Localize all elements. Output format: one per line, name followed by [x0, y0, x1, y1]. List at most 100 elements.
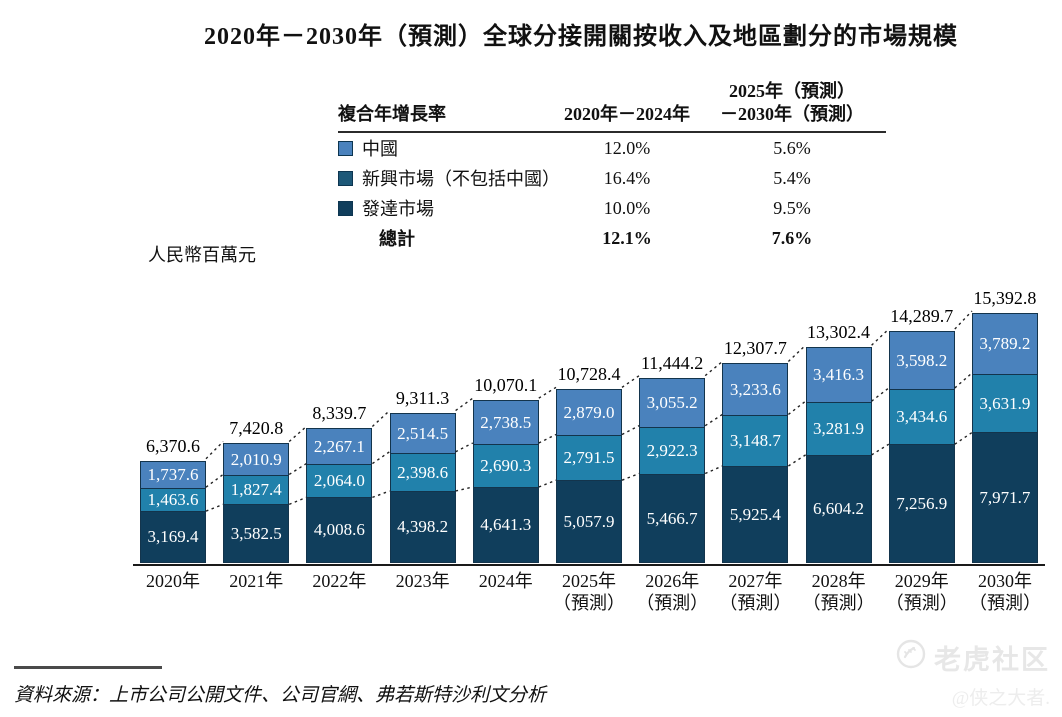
- x-axis-label-2027年（預測）: 2027年 （預測）: [719, 571, 792, 613]
- bar-2027年（預測）[interactable]: 12,307.7 3,233.6 3,148.7 5,925.4: [722, 338, 789, 563]
- bar-segment-發達市場[interactable]: 4,398.2: [389, 491, 456, 563]
- bar-segment-中國[interactable]: 3,789.2: [971, 313, 1038, 375]
- cagr-header-2020-2024: 2020年－2024年: [564, 104, 690, 124]
- legend-label: 發達市場: [362, 199, 434, 219]
- bar-segment-中國[interactable]: 2,738.5: [472, 400, 539, 445]
- bar-segment-value: 3,169.4: [147, 527, 199, 546]
- x-axis-label-2029年（預測）: 2029年 （預測）: [885, 571, 958, 613]
- bar-segment-value: 3,055.2: [646, 393, 698, 412]
- cagr-header-2025-2030: 2025年（預測） －2030年（預測）: [698, 80, 886, 126]
- cagr-total-label: 總計: [379, 229, 415, 249]
- legend-label: 新興市場（不包括中國）: [362, 169, 560, 189]
- bar-2030年（預測）[interactable]: 15,392.8 3,789.2 3,631.9 7,971.7: [971, 288, 1038, 563]
- bar-segment-value: 2,267.1: [313, 436, 365, 456]
- bar-segment-value: 3,789.2: [979, 334, 1031, 353]
- bar-segment-value: 6,604.2: [813, 499, 864, 518]
- bar-segment-新興市場（不包括中國）[interactable]: 3,434.6: [888, 389, 955, 445]
- bar-total-label: 14,289.7: [890, 306, 954, 326]
- cagr-total-row: 總計 12.1% 7.6%: [338, 223, 886, 253]
- cagr-value-2025-2030: 5.4%: [773, 167, 811, 188]
- bar-segment-新興市場（不包括中國）[interactable]: 3,148.7: [722, 415, 789, 467]
- bar-segment-value: 5,925.4: [729, 504, 781, 524]
- x-axis-label-2021年: 2021年: [229, 571, 284, 591]
- cagr-row-0: 中國 12.0% 5.6%: [338, 133, 886, 163]
- bar-segment-中國[interactable]: 2,514.5: [389, 413, 456, 454]
- cagr-value-2020-2024: 16.4%: [603, 167, 651, 188]
- bar-segment-value: 2,922.3: [646, 441, 698, 460]
- bar-segment-新興市場（不包括中國）[interactable]: 1,463.6: [140, 488, 206, 512]
- bar-2024年[interactable]: 10,070.1 2,738.5 2,690.3 4,641.3: [472, 375, 539, 563]
- bar-segment-新興市場（不包括中國）[interactable]: 3,631.9: [971, 374, 1038, 433]
- bar-segment-value: 2,738.5: [480, 412, 532, 432]
- bar-segment-新興市場（不包括中國）[interactable]: 1,827.4: [223, 475, 290, 505]
- stacked-bar-chart: 6,370.6 1,737.6 1,463.6 3,169.4 7,420.8 2,010…: [133, 278, 1045, 565]
- watermark: 老虎社区 @侠之大者.: [896, 638, 1050, 710]
- cagr-table-rule: [338, 131, 886, 133]
- bar-segment-value: 5,466.7: [646, 508, 698, 528]
- bar-segment-發達市場[interactable]: 5,057.9: [555, 480, 622, 563]
- bar-2025年（預測）[interactable]: 10,728.4 2,879.0 2,791.5 5,057.9: [555, 364, 622, 563]
- bar-segment-中國[interactable]: 2,879.0: [555, 389, 622, 436]
- cagr-row-2: 發達市場 10.0% 9.5%: [338, 193, 886, 223]
- bar-segment-發達市場[interactable]: 7,971.7: [971, 432, 1038, 563]
- bar-segment-value: 3,434.6: [896, 407, 948, 426]
- bar-2022年[interactable]: 8,339.7 2,267.1 2,064.0 4,008.6: [306, 403, 373, 563]
- watermark-handle-text: @侠之大者.: [951, 688, 1050, 709]
- bar-segment-中國[interactable]: 1,737.6: [140, 461, 206, 489]
- bar-2020年[interactable]: 6,370.6 1,737.6 1,463.6 3,169.4: [140, 436, 206, 563]
- chart-title: 2020年－2030年（預測）全球分接開關按收入及地區劃分的市場規模: [204, 24, 958, 50]
- watermark-brand-text: 老虎社区: [934, 645, 1050, 675]
- bar-2021年[interactable]: 7,420.8 2,010.9 1,827.4 3,582.5: [223, 418, 290, 563]
- bar-segment-新興市場（不包括中國）[interactable]: 3,281.9: [805, 402, 872, 456]
- bar-segment-value: 3,416.3: [813, 365, 864, 384]
- bar-2029年（預測）[interactable]: 14,289.7 3,598.2 3,434.6 7,256.9: [888, 306, 955, 563]
- tiger-logo-icon: [896, 639, 926, 676]
- legend-label: 中國: [362, 139, 398, 159]
- bar-total-label: 6,370.6: [146, 436, 200, 456]
- bar-segment-中國[interactable]: 3,055.2: [639, 378, 706, 428]
- bar-total-label: 13,302.4: [807, 322, 870, 342]
- bar-segment-發達市場[interactable]: 3,582.5: [223, 504, 290, 563]
- bar-segment-新興市場（不包括中國）[interactable]: 2,791.5: [555, 435, 622, 481]
- bar-2026年（預測）[interactable]: 11,444.2 3,055.2 2,922.3 5,466.7: [639, 353, 706, 563]
- source-note: 資料來源：上市公司公開文件、公司官網、弗若斯特沙利文分析: [14, 685, 547, 706]
- bar-segment-新興市場（不包括中國）[interactable]: 2,064.0: [306, 464, 373, 498]
- bar-segment-發達市場[interactable]: 3,169.4: [140, 511, 206, 563]
- cagr-value-2025-2030: 9.5%: [773, 197, 811, 218]
- bar-segment-中國[interactable]: 2,267.1: [306, 428, 373, 465]
- bar-segment-中國[interactable]: 2,010.9: [223, 443, 290, 476]
- bar-segment-value: 7,256.9: [896, 493, 948, 513]
- bar-2028年（預測）[interactable]: 13,302.4 3,416.3 3,281.9 6,604.2: [805, 322, 872, 563]
- cagr-value-2025-2030: 5.6%: [773, 137, 811, 158]
- bars-container: 6,370.6 1,737.6 1,463.6 3,169.4 7,420.8 2,010…: [133, 278, 1045, 563]
- x-axis-label-2024年: 2024年: [478, 571, 533, 591]
- bar-segment-value: 1,463.6: [147, 490, 199, 509]
- bar-segment-新興市場（不包括中國）[interactable]: 2,398.6: [389, 453, 456, 492]
- bar-segment-value: 3,631.9: [979, 393, 1031, 413]
- bar-segment-中國[interactable]: 3,416.3: [805, 347, 872, 403]
- bar-segment-中國[interactable]: 3,598.2: [888, 331, 955, 390]
- bar-segment-發達市場[interactable]: 7,256.9: [888, 444, 955, 563]
- bar-segment-發達市場[interactable]: 5,925.4: [722, 466, 789, 563]
- y-axis-unit-label: 人民幣百萬元: [148, 245, 256, 265]
- legend-swatch-icon: [338, 170, 353, 186]
- x-axis-label-2023年: 2023年: [395, 571, 450, 591]
- bar-total-label: 11,444.2: [640, 353, 704, 373]
- bar-total-label: 9,311.3: [395, 388, 450, 408]
- bar-segment-value: 4,008.6: [313, 520, 365, 539]
- bar-segment-發達市場[interactable]: 6,604.2: [805, 455, 872, 563]
- x-axis-labels: 2020年 2021年 2022年 2023年 2024年 2025年 （預測） 2026年（…: [133, 570, 1045, 620]
- source-divider: [14, 666, 162, 669]
- cagr-table: 複合年增長率 2020年－2024年 2025年（預測） －2030年（預測） …: [338, 80, 886, 253]
- x-axis-label-2026年（預測）: 2026年 （預測）: [636, 571, 709, 613]
- bar-segment-發達市場[interactable]: 4,641.3: [472, 487, 539, 563]
- bar-segment-value: 3,148.7: [729, 431, 781, 450]
- bar-segment-中國[interactable]: 3,233.6: [722, 363, 789, 416]
- bar-segment-新興市場（不包括中國）[interactable]: 2,922.3: [639, 427, 706, 475]
- bar-segment-發達市場[interactable]: 5,466.7: [639, 474, 706, 563]
- bar-segment-新興市場（不包括中國）[interactable]: 2,690.3: [472, 444, 539, 488]
- bar-segment-發達市場[interactable]: 4,008.6: [306, 497, 373, 563]
- bar-total-label: 10,728.4: [557, 364, 621, 384]
- bar-2023年[interactable]: 9,311.3 2,514.5 2,398.6 4,398.2: [389, 388, 456, 563]
